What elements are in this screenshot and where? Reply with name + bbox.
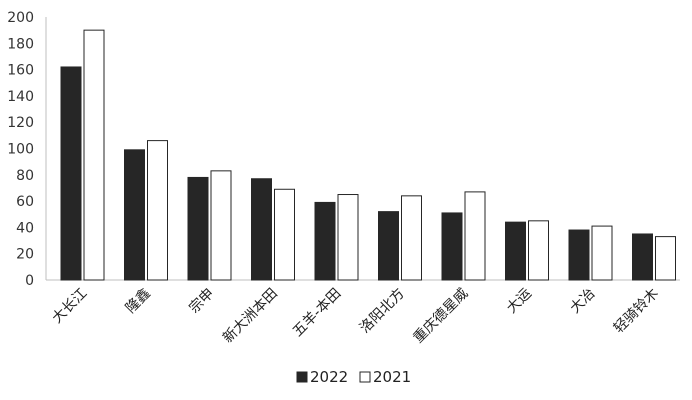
bars xyxy=(60,29,676,281)
bar-2022-3 xyxy=(251,178,272,281)
y-tick-label: 160 xyxy=(7,63,34,79)
bar-2022-6 xyxy=(441,212,463,281)
bar-2022-1 xyxy=(124,149,145,281)
y-tick-label: 100 xyxy=(7,142,34,158)
legend-label: 2022 xyxy=(310,368,348,386)
y-tick-label: 180 xyxy=(7,36,34,52)
category-label: 轻骑铃木 xyxy=(611,286,662,337)
legend-swatch-2022 xyxy=(296,371,308,383)
bar-2022-4 xyxy=(314,201,336,281)
bar-2021-4 xyxy=(337,194,359,281)
category-label: 隆鑫 xyxy=(122,285,154,317)
bar-2022-2 xyxy=(187,176,209,281)
bar-2021-1 xyxy=(147,140,168,281)
bar-2021-6 xyxy=(464,191,486,281)
y-tick-label: 140 xyxy=(7,89,34,105)
bar-2021-2 xyxy=(210,170,232,281)
bar-2021-7 xyxy=(528,220,549,281)
bar-2022-5 xyxy=(378,211,399,281)
category-label: 新大洲本田 xyxy=(220,286,281,347)
category-label: 宗申 xyxy=(186,286,217,317)
bar-2022-9 xyxy=(632,233,653,281)
y-axis: 0 20 40 60 80 100 120 140 160 180 200 xyxy=(7,10,47,289)
category-label: 洛阳北方 xyxy=(357,286,408,337)
category-label: 重庆德星威 xyxy=(411,286,472,347)
bar-2021-3 xyxy=(274,188,295,281)
bar-2021-9 xyxy=(655,236,676,281)
category-label: 大长江 xyxy=(49,286,90,327)
legend-label: 2021 xyxy=(373,368,411,386)
y-tick-label: 20 xyxy=(16,247,34,263)
category-label: 大运 xyxy=(504,286,535,317)
legend-swatch-2021 xyxy=(359,371,371,383)
bar-2021-8 xyxy=(591,225,613,281)
y-tick-label: 0 xyxy=(25,273,34,289)
bar-2022-8 xyxy=(568,229,590,281)
y-tick-label: 40 xyxy=(16,220,34,236)
y-tick-label: 60 xyxy=(16,194,34,210)
bar-2022-0 xyxy=(60,66,82,281)
category-label: 五羊-本田 xyxy=(290,286,344,340)
category-label: 大冶 xyxy=(567,286,598,317)
y-tick-label: 200 xyxy=(7,10,34,26)
category-labels: 大长江 隆鑫 宗申 新大洲本田 五羊-本田 洛阳北方 重庆德星威 大运 大冶 轻骑铃木 xyxy=(49,285,662,347)
y-tick-label: 80 xyxy=(16,168,34,184)
bar-2021-0 xyxy=(83,29,105,281)
bar-2022-7 xyxy=(505,221,526,281)
y-tick-label: 120 xyxy=(7,115,34,131)
legend: 2022 2021 xyxy=(296,368,411,386)
bar-2021-5 xyxy=(401,195,422,281)
